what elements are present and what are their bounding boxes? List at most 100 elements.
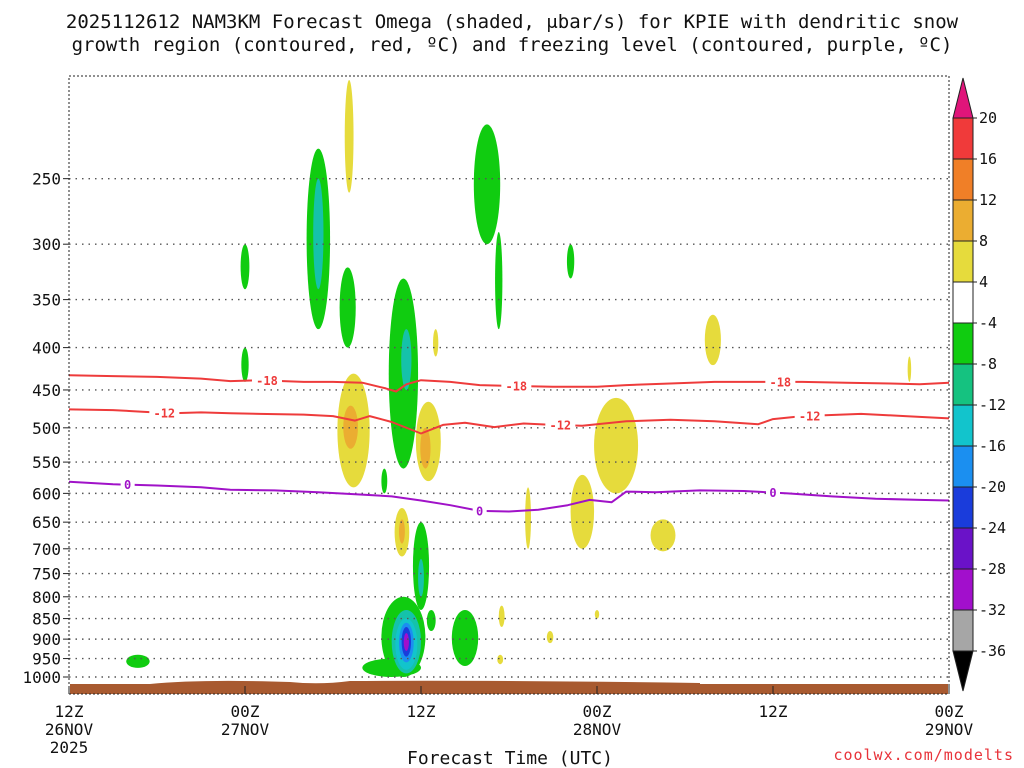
freezing-level-0-label-bg-2	[766, 485, 780, 500]
omega-yellow-600	[570, 474, 595, 549]
y-axis-ticks: 2503003504004505005506006507007508008509…	[22, 170, 69, 687]
omega-yellow-390	[433, 329, 439, 357]
omega-teal-280	[313, 178, 324, 290]
title-line-1: 2025112612 NAM3KM Forecast Omega (shaded…	[66, 11, 959, 33]
omega-yellow-660	[650, 519, 676, 552]
colorbar-bin-4	[952, 281, 974, 324]
colorbar-under-triangle	[952, 650, 974, 692]
ytick-label-850: 850	[32, 610, 61, 629]
dgz-minus-12-label-bg-2	[794, 408, 825, 423]
colorbar-bin-2	[952, 199, 974, 242]
colorbar-bin-10	[952, 527, 974, 570]
colorbar-bin-9	[952, 486, 974, 529]
xtick-label-60-0: 00Z	[935, 702, 964, 721]
terrain-ridge	[150, 680, 700, 684]
omega-purple-900	[403, 633, 409, 651]
ytick-label-500: 500	[32, 419, 61, 438]
omega-green-860	[426, 610, 436, 632]
xtick-label-0-0: 12Z	[55, 702, 84, 721]
freezing-level-0-label-1: 0	[476, 504, 483, 518]
colorbar-label-1: 16	[979, 150, 997, 168]
dgz-minus-18-label-0: -18	[256, 374, 278, 388]
dgz-minus-18-label-bg-1	[501, 379, 532, 394]
omega-green-960	[126, 654, 150, 668]
freezing-level-0-label-0: 0	[124, 478, 131, 492]
dgz-minus-18-label-1: -18	[505, 380, 527, 394]
ytick-label-950: 950	[32, 650, 61, 669]
omega-green-420	[241, 347, 249, 382]
freezing-level-0-label-bg-0	[120, 477, 135, 492]
ytick-label-650: 650	[32, 513, 61, 532]
omega-green-310	[240, 244, 250, 290]
omega-teal-760	[418, 558, 424, 597]
omega-green-320	[566, 244, 575, 279]
terrain	[70, 680, 948, 694]
omega-yellow-250	[344, 80, 354, 193]
colorbar-bin-5	[952, 322, 974, 365]
colorbar-label-2: 12	[979, 191, 997, 209]
dgz-minus-18-label-bg-0	[252, 373, 282, 388]
omega-yellow-840	[498, 605, 505, 627]
colorbar-label-4: 4	[979, 273, 988, 291]
colorbar-label-12: -32	[979, 601, 1006, 619]
dgz-minus-12-label-2: -12	[799, 409, 821, 423]
colorbar-label-0: 20	[979, 109, 997, 127]
title-line-2: growth region (contoured, red, ºC) and f…	[72, 34, 953, 56]
ytick-label-350: 350	[32, 291, 61, 310]
omega-orange-500	[343, 405, 358, 449]
dgz-minus-12-label-0: -12	[153, 406, 175, 420]
contour-lines: -18 -18 -18 -12 -12 -12 0 0 0	[68, 373, 950, 518]
omega-green-330b	[495, 232, 503, 330]
omega-green-260	[473, 124, 501, 245]
omega-yellow-400b	[704, 314, 721, 366]
x-axis-title: Forecast Time (UTC)	[407, 748, 613, 768]
xtick-label-48-0: 12Z	[759, 702, 788, 721]
xtick-label-24-0: 12Z	[407, 702, 436, 721]
omega-orange-520	[420, 427, 431, 469]
colorbar-label-9: -20	[979, 478, 1006, 496]
colorbar-bin-6	[952, 363, 974, 406]
colorbar-label-13: -36	[979, 642, 1006, 660]
ytick-label-900: 900	[32, 630, 61, 649]
freezing-level-0-label-2: 0	[769, 486, 776, 500]
colorbar-bin-3	[952, 240, 974, 283]
omega-teal-430	[401, 329, 412, 390]
colorbar-label-7: -12	[979, 396, 1006, 414]
xtick-label-12-0: 00Z	[231, 702, 260, 721]
omega-green-580	[381, 468, 388, 494]
omega-green-330	[339, 267, 356, 348]
colorbar-bin-11	[952, 568, 974, 611]
omega-shading	[126, 80, 912, 677]
xtick-label-36-1: 28NOV	[573, 720, 622, 739]
omega-yellow-840b	[594, 610, 600, 619]
colorbar-label-3: 8	[979, 232, 988, 250]
colorbar-label-5: -4	[979, 314, 997, 332]
terrain-band	[70, 684, 948, 694]
omega-yellow-950	[497, 654, 504, 665]
freezing-level-0-label-bg-1	[472, 503, 487, 518]
colorbar-label-10: -24	[979, 519, 1006, 537]
ytick-label-550: 550	[32, 453, 61, 472]
ytick-label-1000: 1000	[22, 668, 61, 687]
ytick-label-450: 450	[32, 381, 61, 400]
ytick-label-400: 400	[32, 339, 61, 358]
xtick-label-0-2: 2025	[50, 738, 89, 757]
colorbar-bin-0	[952, 117, 974, 160]
omega-yellow-890	[546, 631, 554, 644]
dgz-minus-12-label-1: -12	[549, 419, 571, 433]
credit-text: coolwx.com/modelts	[833, 746, 1014, 764]
colorbar-bin-8	[952, 445, 974, 488]
dgz-minus-18-label-2: -18	[769, 375, 791, 389]
ytick-label-700: 700	[32, 540, 61, 559]
dgz-minus-18-label-bg-2	[765, 374, 796, 389]
colorbar-bin-12	[952, 609, 974, 652]
colorbar-bin-1	[952, 158, 974, 201]
omega-yellow-420c	[907, 356, 912, 382]
xtick-label-0-1: 26NOV	[45, 720, 94, 739]
freezing-level-0-line	[68, 480, 950, 513]
ytick-label-600: 600	[32, 484, 61, 503]
ytick-label-300: 300	[32, 235, 61, 254]
plot-frame	[68, 75, 950, 695]
